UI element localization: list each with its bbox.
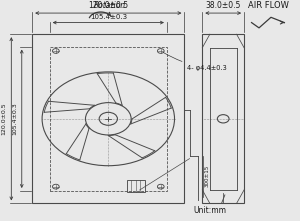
Text: Unit:mm: Unit:mm — [193, 206, 226, 215]
Text: 38.0±0.5: 38.0±0.5 — [206, 1, 241, 10]
Text: 300±15: 300±15 — [205, 165, 210, 187]
Text: 4- φ4.4±0.3: 4- φ4.4±0.3 — [163, 52, 227, 71]
Text: Rotation: Rotation — [94, 1, 126, 10]
Bar — [127, 180, 145, 192]
Bar — [32, 34, 184, 203]
Text: 120.0±0.5: 120.0±0.5 — [88, 1, 128, 10]
Bar — [202, 34, 244, 203]
Text: AIR FLOW: AIR FLOW — [248, 1, 288, 10]
Text: 105.4±0.3: 105.4±0.3 — [90, 14, 127, 20]
Text: 120.0±0.5: 120.0±0.5 — [2, 103, 6, 135]
Text: 105.4±0.3: 105.4±0.3 — [13, 102, 18, 135]
Bar — [50, 47, 167, 191]
